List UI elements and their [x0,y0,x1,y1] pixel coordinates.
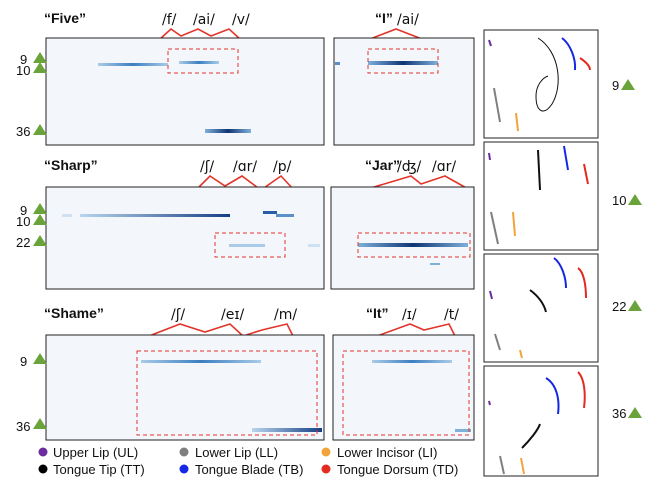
legend-swatch-upper-lip [38,447,48,457]
word-label-shame: “Shame” [44,305,104,321]
marker-triangle [33,124,47,135]
phoneme-sh: /ʃ/ [171,307,185,323]
phoneme-bracket [369,28,423,40]
marker-triangle [628,407,642,418]
legend-label: Tongue Tip (TT) [53,462,145,477]
word-label-i: “I” [375,10,393,26]
phoneme-ih: /ɪ/ [402,307,417,323]
phoneme-ai: /ai/ [193,12,215,28]
phoneme-ar: /ɑr/ [432,159,456,175]
row-label: 9 [20,354,27,369]
trajectory-panel-10 [483,141,599,251]
trajectory-panel-22 [483,253,599,363]
side-label: 9 [612,78,619,93]
legend-swatch-tongue-tip [38,464,48,474]
legend-label: Lower Lip (LL) [195,445,278,460]
legend-label: Tongue Dorsum (TD) [337,462,458,477]
row-label: 10 [16,63,30,78]
marker-triangle [33,214,47,225]
row-label: 36 [16,124,30,139]
activation-panel-sharp [45,186,325,290]
legend-swatch-lower-incisor [321,447,331,457]
row-label: 9 [20,52,27,67]
phoneme-ei: /eɪ/ [221,307,245,323]
phoneme-bracket [148,323,294,337]
marker-triangle [33,235,47,246]
activation-panel-jar [330,186,475,290]
marker-triangle [33,418,47,429]
phoneme-dzh: /ʤ/ [397,159,422,175]
phoneme-p: /p/ [273,159,292,175]
marker-triangle [33,52,47,63]
trajectory-panel-9 [483,29,599,139]
phoneme-ai: /ai/ [397,12,419,28]
phoneme-bracket [363,175,471,191]
legend: Upper Lip (UL) Lower Lip (LL) Lower Inci… [38,445,458,477]
word-label-sharp: “Sharp” [44,157,98,173]
phoneme-bracket [159,27,241,40]
activation-panel-i [333,37,475,146]
phoneme-bracket [195,174,295,191]
phoneme-t: /t/ [444,307,459,323]
marker-triangle [621,79,635,90]
activation-panel-it [332,334,475,441]
word-label-jar: “Jar” [365,157,400,173]
phoneme-ar: /ɑr/ [233,159,257,175]
phoneme-f: /f/ [162,12,177,28]
row-label: 36 [16,419,30,434]
trajectory-panel-36 [483,365,599,477]
row-label: 22 [16,235,30,250]
legend-swatch-lower-lip [179,447,189,457]
marker-triangle [628,300,642,311]
phoneme-sh: /ʃ/ [200,159,214,175]
marker-triangle [33,62,47,73]
phoneme-m: /m/ [274,307,297,323]
side-label: 36 [612,406,626,421]
row-label: 10 [16,214,30,229]
activation-panel-five [45,37,325,146]
legend-label: Lower Incisor (LI) [337,445,437,460]
side-label: 10 [612,193,626,208]
marker-triangle [33,353,47,364]
legend-label: Tongue Blade (TB) [195,462,303,477]
phoneme-v: /v/ [232,12,250,28]
phoneme-bracket [376,323,456,337]
marker-triangle [628,194,642,205]
legend-label: Upper Lip (UL) [53,445,138,460]
activation-panel-shame [45,334,325,441]
marker-triangle [33,203,47,214]
row-label: 9 [20,203,27,218]
legend-swatch-tongue-dorsum [321,464,331,474]
side-label: 22 [612,299,626,314]
word-label-five: “Five” [44,10,86,26]
legend-swatch-tongue-blade [179,464,189,474]
word-label-it: “It” [366,305,389,321]
